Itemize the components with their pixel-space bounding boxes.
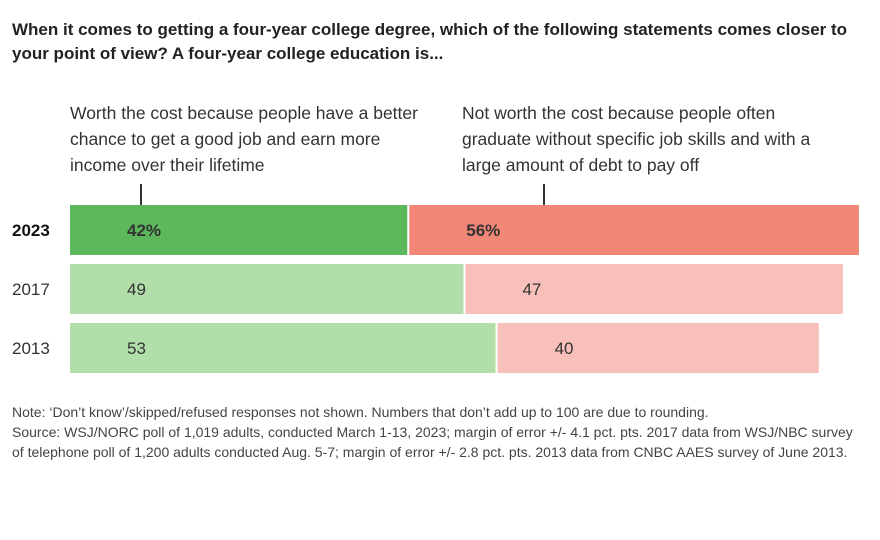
value-label-worth-2023: 42% — [127, 221, 161, 240]
chart-title: When it comes to getting a four-year col… — [12, 20, 848, 63]
bar-worth-2017 — [70, 264, 464, 314]
bar-not-worth-2013 — [497, 323, 819, 373]
value-label-worth-2013: 53 — [127, 339, 146, 358]
bar-worth-2013 — [70, 323, 496, 373]
bar-worth-2023 — [70, 205, 408, 255]
source-text: Source: WSJ/NORC poll of 1,019 adults, c… — [12, 424, 853, 460]
value-label-not-worth-2013: 40 — [555, 339, 574, 358]
value-label-worth-2017: 49 — [127, 280, 146, 299]
bar-not-worth-2023 — [409, 205, 859, 255]
footnotes: Note: ‘Don’t know’/skipped/refused respo… — [12, 402, 868, 462]
year-label-2017: 2017 — [12, 280, 50, 299]
bar-not-worth-2017 — [465, 264, 843, 314]
value-label-not-worth-2017: 47 — [522, 280, 541, 299]
stacked-bar-chart: 2023 42% 56% 2017 49 47 2013 53 40 — [12, 205, 859, 373]
year-label-2013: 2013 — [12, 339, 50, 358]
legend-worth-the-cost: Worth the cost because people have a bet… — [70, 103, 418, 175]
year-label-2023: 2023 — [12, 221, 50, 240]
value-label-not-worth-2023: 56% — [466, 221, 500, 240]
legend-not-worth-the-cost: Not worth the cost because people often … — [462, 103, 811, 175]
note-text: Note: ‘Don’t know’/skipped/refused respo… — [12, 404, 709, 420]
